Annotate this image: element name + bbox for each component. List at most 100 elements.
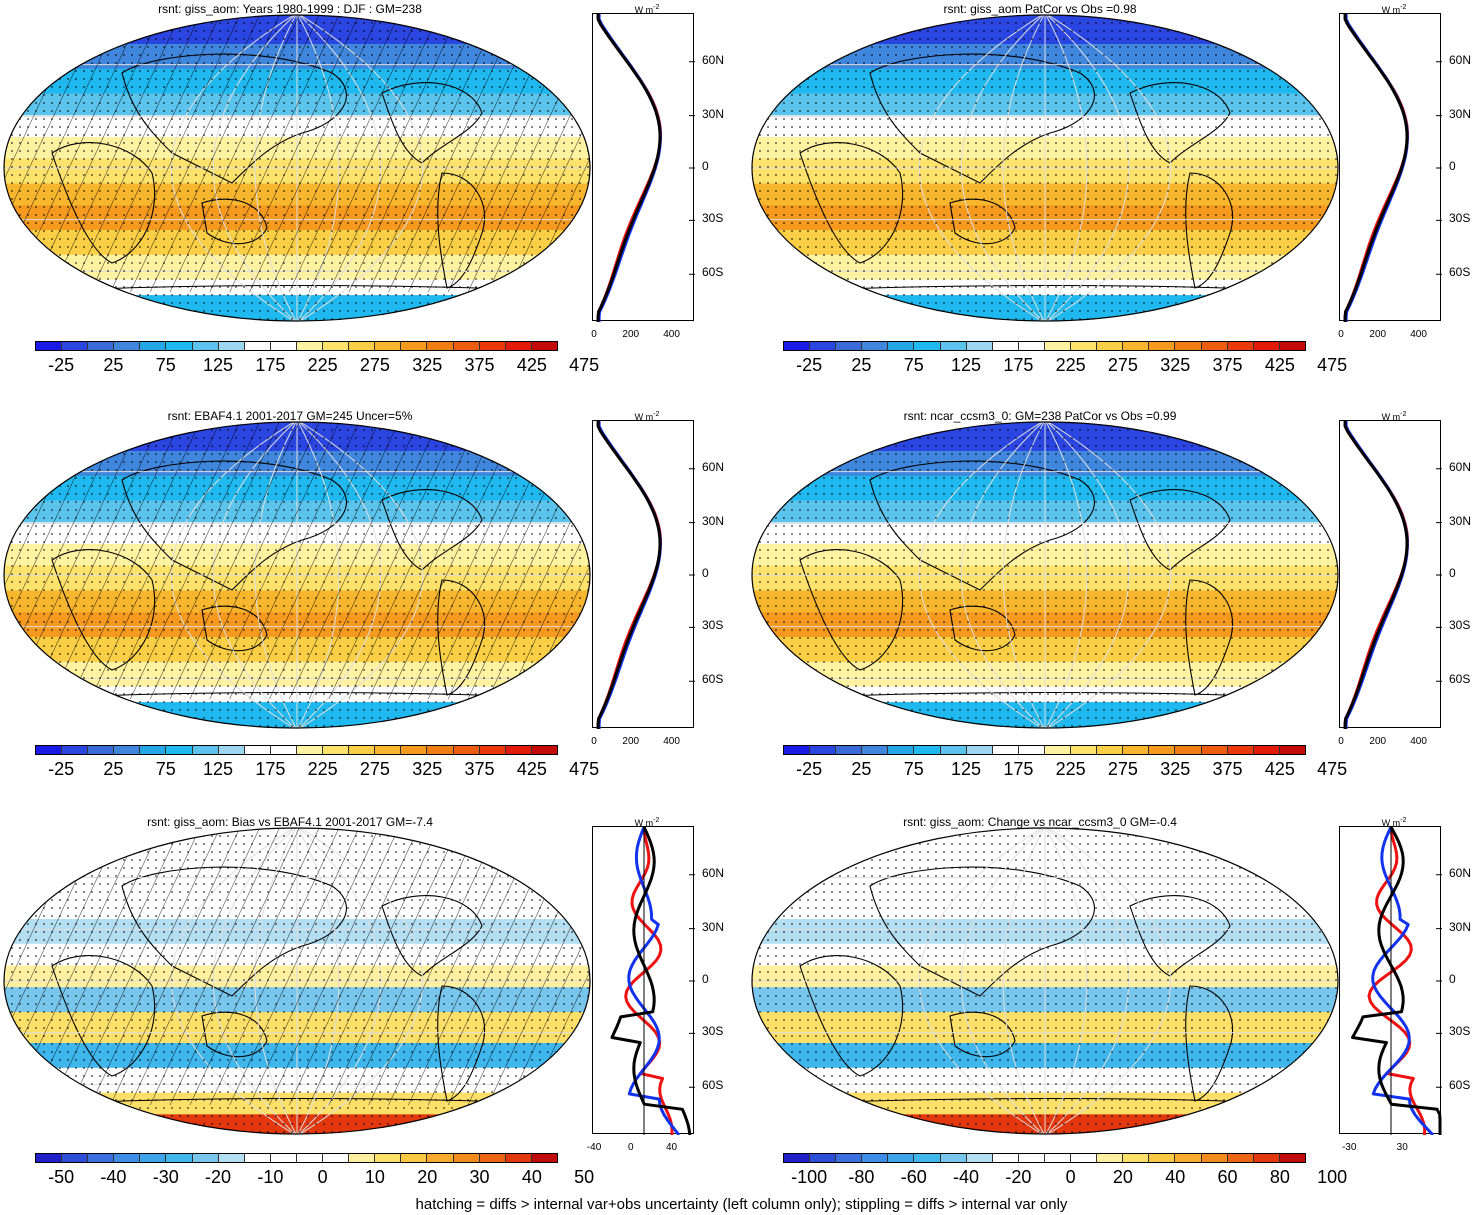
colorbar-label: 0 bbox=[1065, 1167, 1076, 1187]
colorbar-label: 10 bbox=[364, 1167, 385, 1187]
colorbar-swatch bbox=[62, 1154, 89, 1162]
panel-title: rsnt: giss_aom PatCor vs Obs =0.98 bbox=[943, 2, 1137, 16]
colorbar-label: 25 bbox=[851, 355, 872, 375]
colorbar-swatch bbox=[505, 746, 532, 754]
colorbar-swatch bbox=[244, 1154, 271, 1162]
colorbar-swatch bbox=[505, 1154, 532, 1162]
colorbar-label: 100 bbox=[1317, 1167, 1348, 1187]
panel-title: rsnt: giss_aom: Years 1980-1999 : DJF : … bbox=[158, 2, 422, 16]
zonal-mean-curves bbox=[596, 421, 695, 729]
colorbar-swatch bbox=[140, 342, 167, 350]
latitude-tick-label: 30S bbox=[702, 618, 724, 633]
zonal-mean-curves bbox=[1343, 421, 1442, 729]
zonal-unit-text: W m bbox=[634, 5, 654, 15]
colorbar-label: 275 bbox=[1107, 759, 1138, 779]
colorbar-swatch bbox=[1279, 1154, 1305, 1162]
zonal-mean-plot bbox=[592, 420, 695, 729]
colorbar-swatch bbox=[1201, 342, 1228, 350]
latitude-tick-label: 60N bbox=[1449, 459, 1472, 474]
colorbar-swatch bbox=[1175, 1154, 1202, 1162]
colorbar-swatch bbox=[531, 1154, 557, 1162]
colorbar-swatch bbox=[401, 746, 428, 754]
colorbar-swatch bbox=[862, 342, 889, 350]
zonal-mean-plot bbox=[592, 826, 695, 1135]
colorbar-label: -40 bbox=[100, 1167, 127, 1187]
colorbar-swatch bbox=[1253, 746, 1280, 754]
colorbar-swatch bbox=[140, 1154, 167, 1162]
colorbar-label: 40 bbox=[1165, 1167, 1186, 1187]
latitude-tick-label: 0 bbox=[702, 972, 709, 986]
colorbar-label: 275 bbox=[359, 759, 390, 779]
zonal-x-tick-label: -30 bbox=[1341, 1142, 1357, 1153]
zonal-x-tick-label: 200 bbox=[622, 736, 640, 747]
colorbar-swatch bbox=[349, 746, 376, 754]
latitude-tick-label: 60N bbox=[702, 459, 725, 474]
colorbar-swatch bbox=[427, 342, 454, 350]
colorbar-swatch bbox=[784, 746, 811, 754]
zonal-unit-text: W m bbox=[1381, 5, 1401, 15]
latitude-tick-label: 30N bbox=[1449, 106, 1472, 121]
zonal-unit-exponent: -2 bbox=[653, 411, 660, 418]
latitude-tick-label: 60S bbox=[702, 672, 724, 687]
zonal-unit-text: W m bbox=[634, 818, 654, 828]
colorbar-label: 40 bbox=[521, 1167, 542, 1187]
colorbar-label: 125 bbox=[203, 759, 234, 779]
colorbar-swatch bbox=[349, 342, 376, 350]
colorbar-label: -30 bbox=[152, 1167, 179, 1187]
colorbar-swatch bbox=[888, 746, 915, 754]
colorbar-swatch bbox=[323, 342, 350, 350]
colorbar-swatch bbox=[453, 342, 480, 350]
colorbar-label: 425 bbox=[516, 355, 547, 375]
colorbar-label: 75 bbox=[155, 759, 176, 779]
latitude-tick-label: 30S bbox=[1449, 1024, 1471, 1039]
colorbar-label: -80 bbox=[848, 1167, 875, 1187]
colorbar-swatch bbox=[218, 342, 245, 350]
colorbar-swatch bbox=[192, 746, 219, 754]
colorbar-swatch bbox=[349, 1154, 376, 1162]
colorbar-swatch bbox=[836, 746, 863, 754]
colorbar-swatch bbox=[296, 746, 324, 754]
colorbar-label: -10 bbox=[257, 1167, 284, 1187]
colorbar-swatch bbox=[940, 1154, 967, 1162]
colorbar-swatch bbox=[1253, 1154, 1280, 1162]
zonal-unit-exponent: -2 bbox=[653, 4, 660, 11]
latitude-tick-label: 60S bbox=[702, 1078, 724, 1093]
latitude-tick-label: 30N bbox=[702, 513, 725, 528]
colorbar-swatch bbox=[218, 746, 245, 754]
colorbar-swatch bbox=[166, 342, 193, 350]
latitude-tick-label: 30N bbox=[702, 106, 725, 121]
zonal-mean-plot bbox=[592, 13, 695, 322]
colorbar-swatch bbox=[479, 342, 506, 350]
latitude-tick-label: 30S bbox=[702, 211, 724, 226]
colorbar-swatch bbox=[1227, 746, 1254, 754]
colorbar-swatch bbox=[966, 1154, 993, 1162]
colorbar-label: 80 bbox=[1269, 1167, 1290, 1187]
colorbar-swatch bbox=[1071, 746, 1098, 754]
zonal-mean-curves bbox=[1343, 14, 1442, 322]
colorbar-swatch bbox=[192, 342, 219, 350]
zonal-unit-exponent: -2 bbox=[653, 817, 660, 824]
colorbar-swatch bbox=[36, 1154, 63, 1162]
colorbar-swatch bbox=[784, 342, 811, 350]
colorbar-label: 60 bbox=[1217, 1167, 1238, 1187]
colorbar-label: 275 bbox=[1107, 355, 1138, 375]
colorbar-label: 125 bbox=[951, 355, 982, 375]
zonal-x-tick-label: 0 bbox=[591, 736, 597, 747]
colorbar-label: 425 bbox=[1264, 759, 1295, 779]
zonal-x-tick-label: 0 bbox=[627, 1142, 634, 1153]
colorbar-swatch bbox=[114, 342, 141, 350]
zonal-x-tick-label: -40 bbox=[586, 1142, 602, 1153]
latitude-tick-label: 30S bbox=[1449, 618, 1471, 633]
latitude-tick-label: 0 bbox=[702, 566, 709, 580]
colorbar-label: 375 bbox=[464, 759, 495, 779]
latitude-tick-label: 0 bbox=[1449, 159, 1456, 173]
colorbar-swatch bbox=[1044, 342, 1072, 350]
colorbar-label: -25 bbox=[48, 355, 75, 375]
colorbar-label: -40 bbox=[953, 1167, 980, 1187]
footnote: hatching = diffs > internal var+obs unce… bbox=[415, 1196, 1068, 1213]
colorbar-label: 125 bbox=[203, 355, 234, 375]
colorbar-label: 25 bbox=[103, 355, 124, 375]
latitude-tick-label: 60S bbox=[1449, 672, 1471, 687]
world-map bbox=[751, 827, 1339, 1135]
colorbar-swatch bbox=[270, 342, 297, 350]
